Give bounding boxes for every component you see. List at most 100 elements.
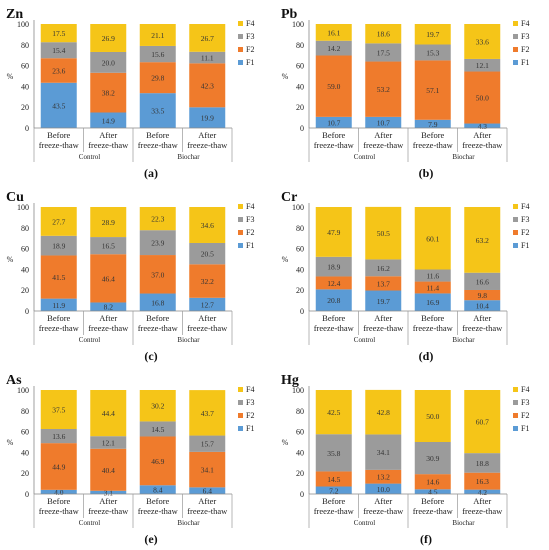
data-label: 42.3 xyxy=(201,81,214,90)
bar-segment-f3 xyxy=(315,256,352,277)
bar-segment-f1 xyxy=(315,289,352,311)
y-tick-label: 0 xyxy=(300,124,304,133)
legend-label: F1 xyxy=(521,58,529,67)
legend-swatch-f4 xyxy=(238,21,243,26)
y-tick-label: 40 xyxy=(21,82,29,91)
legend-swatch-f3 xyxy=(513,217,518,222)
bar-segment-f2 xyxy=(315,276,352,290)
y-tick-label: 60 xyxy=(21,62,29,71)
data-label: 12.4 xyxy=(327,279,340,288)
data-label: 19.7 xyxy=(426,30,439,39)
legend-swatch-f3 xyxy=(238,217,243,222)
data-label: 11.4 xyxy=(426,283,439,292)
data-label: 19.9 xyxy=(201,114,214,123)
data-label: 13.2 xyxy=(377,473,390,482)
bar-segment-f1 xyxy=(315,486,352,494)
metal-title: Pb xyxy=(281,7,298,22)
data-label: 34.1 xyxy=(377,448,390,457)
y-tick-label: 100 xyxy=(17,386,29,395)
group-label: Control xyxy=(354,336,375,344)
panel-label: (b) xyxy=(419,166,434,180)
bar-segment-f4 xyxy=(315,207,352,257)
bar-segment-f3 xyxy=(315,434,352,472)
metal-title: Cu xyxy=(6,190,24,205)
bar-segment-f2 xyxy=(464,71,501,124)
legend-label: F4 xyxy=(246,19,254,28)
bar-segment-f3 xyxy=(464,272,501,290)
data-label: 28.9 xyxy=(102,218,115,227)
bar-segment-f3 xyxy=(414,44,451,61)
bar-segment-f2 xyxy=(189,264,226,298)
bar-segment-f4 xyxy=(40,390,77,429)
bar-segment-f3 xyxy=(40,42,77,59)
bar-segment-f1 xyxy=(90,112,127,128)
bar-segment-f2 xyxy=(365,276,402,291)
legend-label: F4 xyxy=(246,385,254,394)
data-label: 35.8 xyxy=(327,449,340,458)
bar-segment-f4 xyxy=(414,24,451,45)
data-label: 18.6 xyxy=(377,30,390,39)
legend-swatch-f4 xyxy=(238,204,243,209)
data-label: 4.2 xyxy=(478,488,488,497)
y-tick-label: 80 xyxy=(296,41,304,50)
y-tick-label: 40 xyxy=(296,265,304,274)
group-label: Control xyxy=(354,153,375,161)
y-tick-label: 80 xyxy=(21,407,29,416)
bar-segment-f2 xyxy=(40,58,77,83)
legend-label: F2 xyxy=(521,45,529,54)
data-label: 18.8 xyxy=(476,459,489,468)
data-label: 15.7 xyxy=(201,440,214,449)
data-label: 22.3 xyxy=(151,215,164,224)
y-axis-label: % xyxy=(7,72,14,81)
bar-segment-f4 xyxy=(414,207,451,270)
data-label: 14.9 xyxy=(102,116,115,125)
data-label: 14.2 xyxy=(327,44,340,53)
bar-segment-f4 xyxy=(365,389,402,435)
data-label: 32.2 xyxy=(201,277,214,286)
panel-label: (c) xyxy=(144,349,157,363)
data-label: 16.8 xyxy=(151,298,164,307)
bar-segment-f3 xyxy=(414,269,451,282)
metal-title: Zn xyxy=(6,7,23,22)
y-tick-label: 100 xyxy=(292,386,304,395)
data-label: 57.1 xyxy=(426,86,439,95)
bar-segment-f2 xyxy=(90,72,127,113)
legend-label: F1 xyxy=(246,241,254,250)
data-label: 26.7 xyxy=(201,34,214,43)
legend-swatch-f1 xyxy=(513,243,518,248)
legend-swatch-f1 xyxy=(238,426,243,431)
legend-swatch-f2 xyxy=(238,413,243,418)
chart-panel-cu: Cu% 0 20 40 60 80 100 11.9 41.5 18.9 27.7 8.2 46.4 16… xyxy=(6,190,254,363)
y-axis-label: % xyxy=(282,438,289,447)
legend-swatch-f3 xyxy=(513,400,518,405)
y-tick-label: 80 xyxy=(21,224,29,233)
data-label: 17.5 xyxy=(377,48,390,57)
data-label: 16.6 xyxy=(476,277,489,286)
group-label: Control xyxy=(79,153,100,161)
legend-swatch-f3 xyxy=(238,400,243,405)
legend-swatch-f1 xyxy=(513,426,518,431)
data-label: 33.5 xyxy=(151,107,164,116)
data-label: 15.6 xyxy=(151,50,164,59)
data-label: 21.1 xyxy=(151,31,164,40)
legend-swatch-f3 xyxy=(513,34,518,39)
category-label: After freeze-thaw xyxy=(363,496,404,516)
y-tick-label: 100 xyxy=(17,203,29,212)
data-label: 20.8 xyxy=(327,296,340,305)
bar-segment-f2 xyxy=(414,60,451,120)
category-label: After freeze-thaw xyxy=(363,130,404,150)
metal-title: Cr xyxy=(281,190,297,205)
data-label: 3.1 xyxy=(104,488,114,497)
panel-label: (a) xyxy=(144,166,158,180)
category-label: After freeze-thaw xyxy=(187,313,228,333)
bar-segment-f2 xyxy=(139,62,176,94)
bar-segment-f4 xyxy=(315,24,352,41)
panel-label: (e) xyxy=(144,532,157,546)
data-label: 14.5 xyxy=(151,425,164,434)
bar-segment-f1 xyxy=(315,116,352,128)
data-label: 17.5 xyxy=(52,29,65,38)
data-label: 46.4 xyxy=(102,274,115,283)
bar-segment-f3 xyxy=(90,436,127,449)
bar-segment-f1 xyxy=(189,487,226,494)
group-label: Biochar xyxy=(452,519,475,527)
